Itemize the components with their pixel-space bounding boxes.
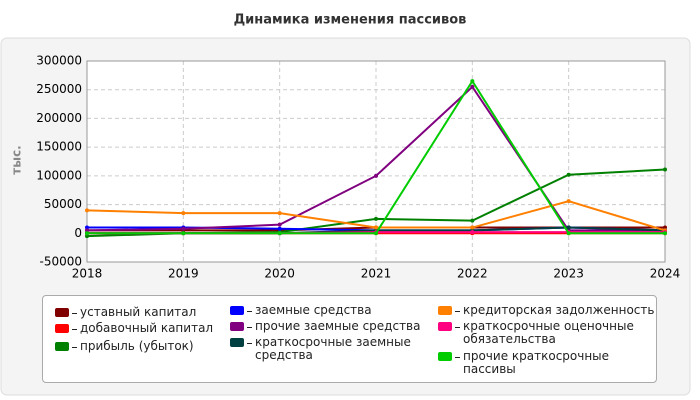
data-point	[277, 222, 282, 227]
legend-item: прибыль (убыток)	[55, 340, 260, 353]
y-tick-label: 50000	[44, 197, 82, 211]
legend-label: заемные средства	[255, 303, 372, 317]
data-point	[277, 211, 282, 216]
data-point	[374, 173, 378, 178]
y-tick-label: -50000	[39, 255, 82, 269]
x-tick-label: 2019	[168, 267, 199, 281]
legend-swatch	[55, 308, 69, 317]
y-axis-label: тыс.	[10, 145, 24, 174]
legend-swatch	[55, 324, 69, 333]
legend-dash	[247, 343, 252, 344]
legend-label: кредиторская задолженность	[463, 303, 655, 317]
data-point	[277, 231, 282, 236]
legend-label: прочие заемные средства	[255, 319, 421, 333]
data-point	[277, 226, 282, 231]
data-point	[566, 199, 571, 204]
chart-title: Динамика изменения пассивов	[234, 13, 467, 28]
legend: уставный капитал добавочный капитал прибыл…	[42, 295, 657, 383]
legend-dash	[72, 347, 77, 348]
data-point	[566, 231, 571, 236]
x-tick-label: 2021	[361, 267, 392, 281]
legend-dash	[455, 311, 460, 312]
data-point	[566, 172, 571, 177]
data-point	[374, 216, 378, 221]
legend-dash	[72, 313, 77, 314]
data-point	[181, 211, 186, 216]
x-tick-label: 2024	[650, 267, 681, 281]
legend-swatch	[438, 352, 452, 361]
y-tick-label: 300000	[36, 54, 82, 68]
legend-swatch	[438, 322, 452, 331]
legend-swatch	[230, 338, 244, 347]
y-tick-label: 250000	[36, 82, 82, 96]
legend-item: заемные средства	[230, 304, 435, 317]
legend-item: краткосрочные заемные средства	[230, 336, 435, 362]
legend-item: уставный капитал	[55, 306, 260, 319]
data-point	[663, 231, 667, 236]
data-point	[181, 231, 186, 236]
legend-swatch	[438, 306, 452, 315]
y-tick-label: 100000	[36, 168, 82, 182]
x-tick-label: 2020	[264, 267, 295, 281]
legend-label: уставный капитал	[80, 305, 197, 319]
y-tick-label: 0	[74, 226, 82, 240]
data-point	[470, 79, 475, 84]
legend-item: прочие краткосрочные пассивы	[438, 350, 663, 376]
data-point	[470, 84, 475, 89]
y-tick-label: 150000	[36, 140, 82, 154]
legend-swatch	[55, 342, 69, 351]
data-point	[85, 231, 89, 236]
data-point	[663, 167, 667, 172]
legend-label: прибыль (убыток)	[80, 339, 194, 353]
data-point	[85, 228, 89, 233]
legend-swatch	[230, 306, 244, 315]
legend-label: прочие краткосрочные пассивы	[463, 349, 610, 376]
legend-dash	[247, 327, 252, 328]
legend-dash	[455, 327, 460, 328]
data-point	[470, 230, 475, 235]
data-point	[374, 231, 378, 236]
data-point	[374, 225, 378, 230]
legend-swatch	[230, 322, 244, 331]
data-point	[85, 225, 89, 230]
x-tick-label: 2023	[553, 267, 584, 281]
data-point	[470, 218, 475, 223]
data-point	[663, 225, 667, 230]
legend-dash	[247, 311, 252, 312]
data-point	[470, 225, 475, 230]
legend-label: добавочный капитал	[80, 321, 214, 335]
legend-item: краткосрочные оценочные обязательства	[438, 320, 663, 346]
legend-label: краткосрочные заемные средства	[255, 335, 411, 362]
legend-item: добавочный капитал	[55, 322, 260, 335]
legend-label: краткосрочные оценочные обязательства	[463, 319, 634, 346]
y-tick-label: 200000	[36, 111, 82, 125]
legend-dash	[455, 357, 460, 358]
x-tick-label: 2018	[72, 267, 103, 281]
data-point	[181, 226, 186, 231]
data-point	[566, 225, 571, 230]
x-tick-label: 2022	[457, 267, 488, 281]
plot-border	[86, 60, 666, 263]
data-point	[85, 208, 89, 213]
legend-item: кредиторская задолженность	[438, 304, 663, 317]
data-point	[85, 234, 89, 239]
legend-dash	[72, 329, 77, 330]
legend-item: прочие заемные средства	[230, 320, 435, 333]
